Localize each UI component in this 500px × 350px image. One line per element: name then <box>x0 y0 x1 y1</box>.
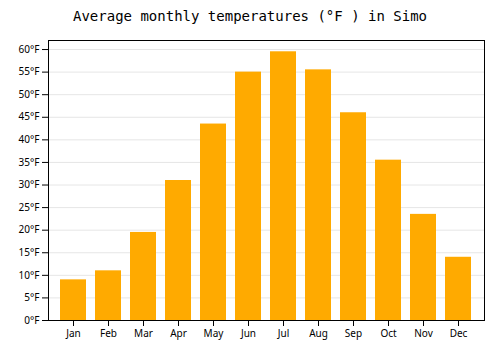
svg-text:Jul: Jul <box>277 326 290 340</box>
svg-text:35°F: 35°F <box>19 155 40 169</box>
svg-text:Sep: Sep <box>345 326 362 340</box>
svg-text:5°F: 5°F <box>24 290 39 304</box>
svg-text:Jun: Jun <box>240 326 256 340</box>
svg-text:30°F: 30°F <box>19 177 40 191</box>
svg-text:10°F: 10°F <box>19 268 40 282</box>
svg-text:Dec: Dec <box>450 326 468 340</box>
svg-text:Aug: Aug <box>309 326 328 340</box>
html-text:Average monthly temperatures (: Average monthly temperatures (°F ) in Si… <box>73 8 427 24</box>
svg-text:Jan: Jan <box>65 326 81 340</box>
svg-text:50°F: 50°F <box>19 87 40 101</box>
svg-text:60°F: 60°F <box>19 42 40 56</box>
svg-text:45°F: 45°F <box>19 109 40 123</box>
svg-text:25°F: 25°F <box>19 200 40 214</box>
svg-text:20°F: 20°F <box>19 222 40 236</box>
svg-text:Apr: Apr <box>170 326 187 340</box>
svg-text:Feb: Feb <box>100 326 117 340</box>
svg-text:15°F: 15°F <box>19 245 40 259</box>
svg-text:55°F: 55°F <box>19 64 40 78</box>
svg-text:Oct: Oct <box>380 326 397 340</box>
svg-text:Mar: Mar <box>134 326 153 340</box>
svg-text:0°F: 0°F <box>24 313 39 327</box>
svg-text:May: May <box>204 326 225 340</box>
svg-text:Nov: Nov <box>414 326 433 340</box>
svg-text:40°F: 40°F <box>19 132 40 146</box>
